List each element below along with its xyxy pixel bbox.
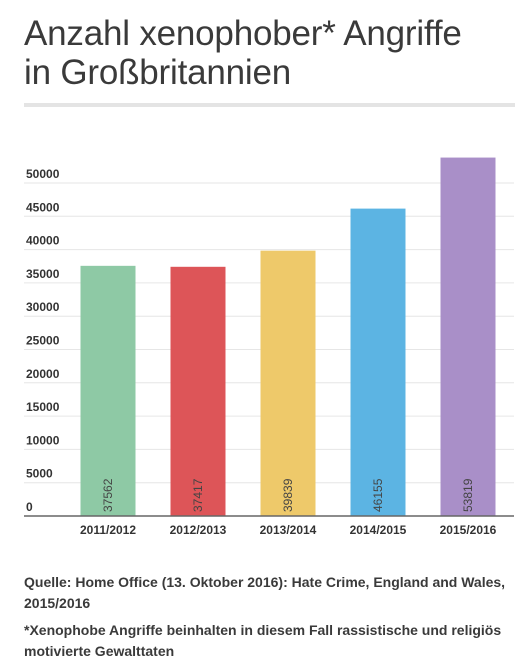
y-tick-labels: 0 5000 10000 15000 20000 25000 30000 35000 40000… bbox=[26, 167, 60, 514]
bar-data-label: 37562 bbox=[101, 478, 115, 512]
y-tick-label: 30000 bbox=[26, 300, 60, 314]
bar-data-label: 46155 bbox=[371, 478, 385, 512]
chart-title: Anzahl xenophober* Angriffe in Großbrita… bbox=[24, 14, 462, 92]
x-tick-label: 2014/2015 bbox=[350, 523, 407, 537]
y-tick-label: 0 bbox=[26, 500, 33, 514]
y-tick-label: 45000 bbox=[26, 200, 60, 214]
x-tick-label: 2015/2016 bbox=[440, 523, 497, 537]
y-tick-label: 40000 bbox=[26, 234, 60, 248]
bar-data-labels: 37562 37417 39839 46155 53819 bbox=[101, 478, 475, 512]
bar-data-label: 53819 bbox=[461, 478, 475, 512]
y-tick-label: 50000 bbox=[26, 167, 60, 181]
y-tick-label: 25000 bbox=[26, 334, 60, 348]
y-tick-label: 20000 bbox=[26, 367, 60, 381]
bar bbox=[170, 266, 226, 516]
bar bbox=[80, 265, 136, 516]
bars bbox=[80, 157, 496, 517]
footnote: *Xenophobe Angriffe beinhalten in diesem… bbox=[24, 622, 502, 659]
bar-data-label: 39839 bbox=[281, 478, 295, 512]
x-tick-label: 2012/2013 bbox=[170, 523, 227, 537]
bar bbox=[440, 157, 496, 516]
source-note: Quelle: Home Office (13. Oktober 2016): … bbox=[24, 574, 506, 611]
title-divider bbox=[24, 103, 515, 107]
y-tick-label: 10000 bbox=[26, 433, 60, 447]
chart-title-line-2: in Großbritannien bbox=[24, 53, 292, 92]
y-tick-label: 15000 bbox=[26, 400, 60, 414]
bar bbox=[260, 250, 316, 517]
x-tick-labels: 2011/2012 2012/2013 2013/2014 2014/2015 2015… bbox=[80, 523, 497, 537]
x-tick-label: 2013/2014 bbox=[260, 523, 317, 537]
chart-title-line-1: Anzahl xenophober* Angriffe bbox=[24, 14, 462, 53]
bar bbox=[350, 208, 406, 516]
x-tick-label: 2011/2012 bbox=[80, 523, 136, 537]
y-tick-label: 35000 bbox=[26, 267, 60, 281]
y-tick-label: 5000 bbox=[26, 467, 53, 481]
bar-chart: 37562 37417 39839 46155 53819 0 5000 10000 15000… bbox=[24, 157, 514, 537]
bar-data-label: 37417 bbox=[191, 478, 205, 512]
